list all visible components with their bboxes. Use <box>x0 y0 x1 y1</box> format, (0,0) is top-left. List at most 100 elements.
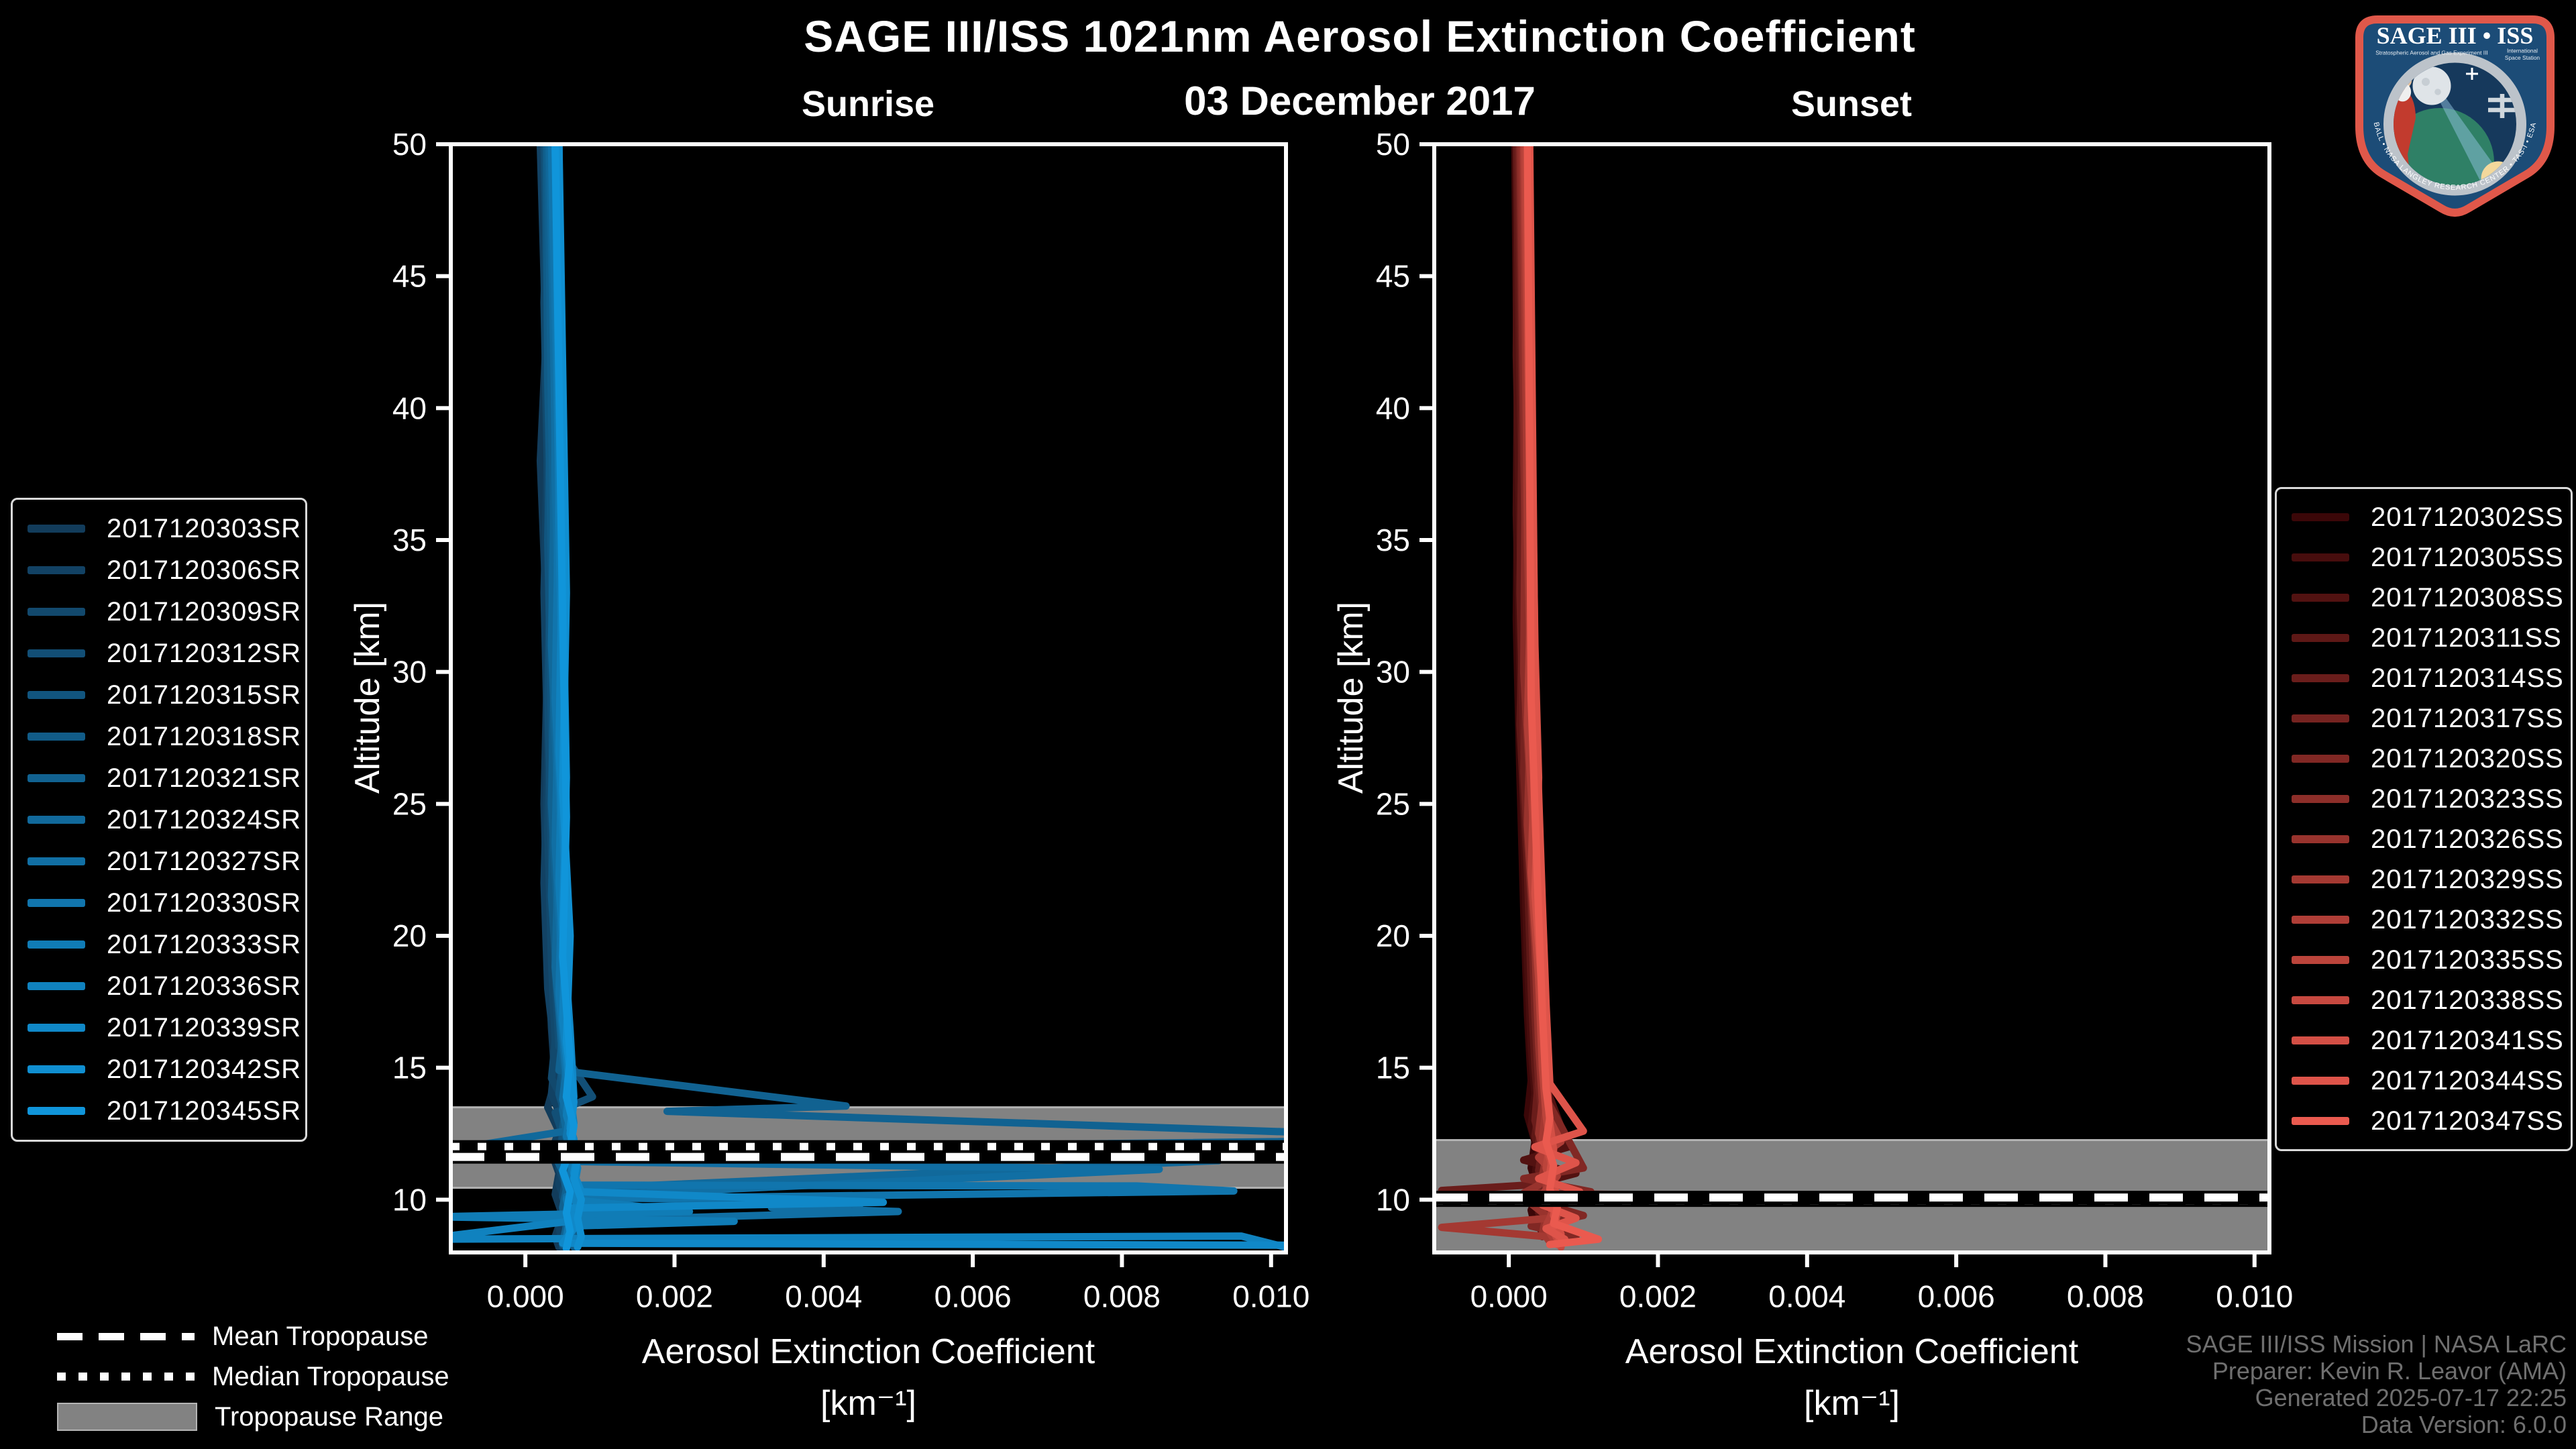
legend-line-sample <box>28 1107 85 1115</box>
x-tick-label: 0.008 <box>1083 1279 1161 1314</box>
legend-label: 2017120347SS <box>2371 1106 2564 1136</box>
sunrise-x-axis-units: [km⁻¹] <box>820 1384 916 1423</box>
sunset-y-axis-label: Altitude [km] <box>1332 601 1371 794</box>
legend-item: 2017120344SS <box>2284 1061 2564 1101</box>
legend-line-sample <box>28 982 85 990</box>
y-tick-label: 25 <box>1376 786 1410 821</box>
legend-line-sample <box>28 941 85 949</box>
legend-line-sample <box>28 899 85 907</box>
x-tick-label: 0.010 <box>2216 1279 2293 1314</box>
legend-line-sample <box>2292 594 2349 602</box>
legend-label: 2017120303SR <box>107 513 302 543</box>
legend-item: 2017120326SS <box>2284 819 2564 859</box>
legend-item: 2017120332SS <box>2284 900 2564 940</box>
legend-item: 2017120327SR <box>19 841 301 882</box>
legend-item: 2017120330SR <box>19 882 302 924</box>
y-tick-label: 50 <box>392 127 427 162</box>
legend-item: 2017120311SS <box>2284 618 2564 658</box>
legend-line-sample <box>2292 795 2349 803</box>
legend-item: 2017120314SS <box>2284 658 2564 698</box>
y-tick-label: 50 <box>1376 127 1410 162</box>
legend-item: 2017120345SR <box>19 1090 301 1132</box>
x-tick-label: 0.006 <box>934 1279 1012 1314</box>
legend-item: 2017120336SR <box>19 965 302 1007</box>
legend-label: 2017120323SS <box>2371 784 2564 814</box>
legend-item: 2017120303SR <box>19 508 302 549</box>
sunrise-legend: 2017120303SR 2017120306SR 2017120309SR 2017… <box>11 498 307 1142</box>
legend-item: 2017120309SR <box>19 591 302 633</box>
legend-item: 2017120333SR <box>19 924 302 965</box>
x-tick-label: 0.000 <box>487 1279 564 1314</box>
legend-label: 2017120309SR <box>107 596 302 627</box>
tropopause-range-label: Tropopause Range <box>215 1401 443 1432</box>
axes-frame <box>1432 142 2271 1254</box>
legend-line-sample <box>28 649 85 657</box>
legend-line-sample <box>28 733 85 741</box>
legend-item: 2017120312SR <box>19 633 302 674</box>
legend-label: 2017120315SR <box>107 680 302 710</box>
x-tick-label: 0.006 <box>1918 1279 1995 1314</box>
y-tick-label: 15 <box>392 1051 427 1085</box>
legend-label: 2017120335SS <box>2371 945 2564 975</box>
profile-line-2017120326SS <box>1518 144 1864 1238</box>
patch-subtitle-sage: Stratospheric Aerosol and Gas Experiment… <box>2375 50 2488 56</box>
sunrise-x-axis-label: Aerosol Extinction Coefficient <box>641 1332 1095 1371</box>
legend-label: 2017120306SR <box>107 555 302 585</box>
legend-label: 2017120321SR <box>107 763 302 793</box>
legend-label: 2017120336SR <box>107 971 302 1001</box>
moon-icon <box>2412 66 2451 105</box>
y-tick-label: 45 <box>1376 259 1410 294</box>
legend-line-sample <box>2292 553 2349 561</box>
y-tick-label: 40 <box>392 390 427 425</box>
legend-item: 2017120338SS <box>2284 980 2564 1020</box>
profile-line-2017120344SS <box>1525 144 1587 1243</box>
legend-line-sample <box>2292 1036 2349 1044</box>
figure-title: SAGE III/ISS 1021nm Aerosol Extinction C… <box>804 11 1916 61</box>
patch-subtitle-iss-1: International <box>2507 48 2538 54</box>
sunset-panel-title: Sunset <box>1790 84 1913 124</box>
x-tick-label: 0.004 <box>1768 1279 1845 1314</box>
legend-line-sample <box>2292 875 2349 883</box>
legend-label: 2017120305SS <box>2371 542 2564 572</box>
legend-item: 2017120318SR <box>19 716 301 757</box>
legend-label: 2017120311SS <box>2371 623 2562 653</box>
tropopause-legend: Mean Tropopause Median Tropopause Tropop… <box>57 1316 449 1437</box>
legend-item: 2017120315SR <box>19 674 302 716</box>
legend-line-sample <box>2292 634 2349 642</box>
x-tick-label: 0.004 <box>785 1279 862 1314</box>
profile-line-2017120330SR <box>547 144 1238 1240</box>
legend-item: 2017120302SS <box>2284 497 2564 537</box>
mean-tropopause-legend-item: Mean Tropopause <box>57 1316 449 1356</box>
x-tick-label: 0.008 <box>2067 1279 2144 1314</box>
legend-line-sample <box>28 691 85 699</box>
attribution-block: SAGE III/ISS Mission | NASA LaRC Prepare… <box>2186 1331 2567 1438</box>
sunrise-plot: 0.000 0.002 0.004 0.006 0.008 0.010 10 15 20 25 30… <box>392 127 1310 1314</box>
legend-label: 2017120308SS <box>2371 582 2564 612</box>
legend-item: 2017120306SR <box>19 549 302 591</box>
legend-line-sample <box>2292 996 2349 1004</box>
legend-item: 2017120335SS <box>2284 940 2564 980</box>
legend-line-sample <box>28 566 85 574</box>
legend-line-sample <box>28 774 85 782</box>
sunset-x-axis-units: [km⁻¹] <box>1804 1384 1900 1423</box>
attribution-preparer: Preparer: Kevin R. Leavor (AMA) <box>2212 1357 2567 1385</box>
legend-label: 2017120302SS <box>2371 502 2564 532</box>
y-tick-label: 45 <box>392 259 427 294</box>
legend-label: 2017120330SR <box>107 888 302 918</box>
attribution-data-version: Data Version: 6.0.0 <box>2361 1411 2567 1438</box>
dashed-line-sample <box>57 1332 195 1340</box>
mission-patch-logo: SAGE III • ISS Stratospheric Aerosol and… <box>2339 5 2571 219</box>
legend-item: 2017120329SS <box>2284 859 2564 900</box>
y-tick-label: 30 <box>392 655 427 690</box>
legend-line-sample <box>2292 1117 2349 1125</box>
profile-line-2017120327SR <box>547 144 1163 1243</box>
legend-label: 2017120329SS <box>2371 864 2564 894</box>
legend-item: 2017120320SS <box>2284 739 2564 779</box>
legend-label: 2017120342SR <box>107 1054 302 1084</box>
profile-line-2017120347SS <box>1523 144 1603 1248</box>
legend-label: 2017120344SS <box>2371 1065 2564 1095</box>
legend-item: 2017120341SS <box>2284 1020 2564 1061</box>
legend-label: 2017120333SR <box>107 929 302 959</box>
legend-label: 2017120312SR <box>107 638 302 668</box>
legend-line-sample <box>2292 956 2349 964</box>
